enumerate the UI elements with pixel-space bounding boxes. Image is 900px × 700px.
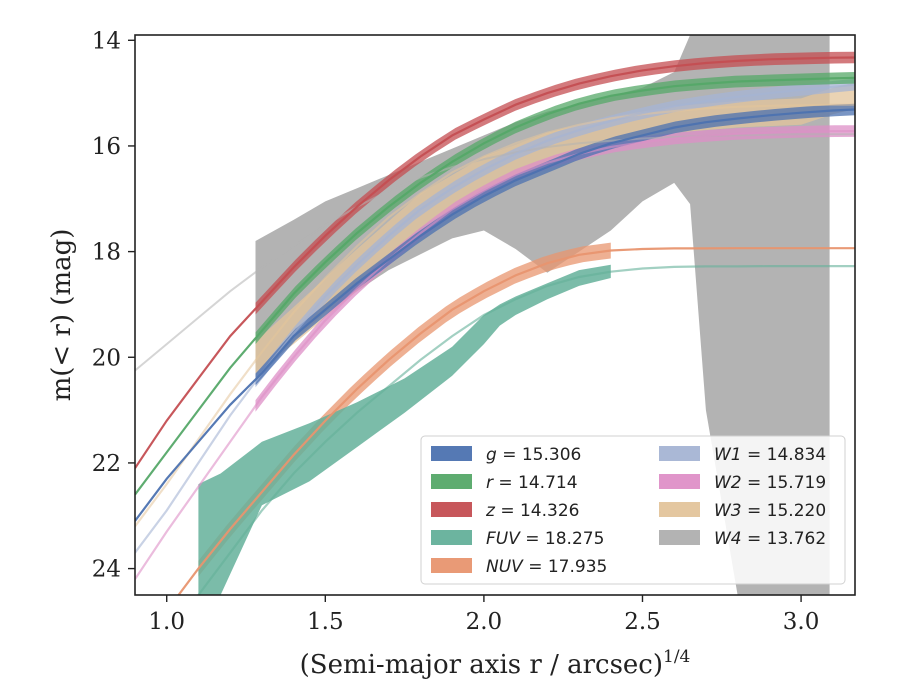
- x-axis-title-text: (Semi-major axis r / arcsec): [300, 650, 663, 680]
- legend-swatch-w4: [659, 530, 700, 545]
- line-w3: [135, 103, 855, 527]
- legend-item-r: r = 14.714: [431, 473, 578, 493]
- legend-item-nuv: NUV = 17.935: [431, 557, 607, 577]
- x-axis-ticks: 1.0 1.5 2.0 2.5 3.0: [148, 595, 819, 635]
- legend-label-w4: W4 = 13.762: [714, 529, 826, 549]
- legend-swatch-r: [431, 474, 472, 489]
- legend-swatch-w1: [659, 446, 700, 461]
- legend-item-fuv: FUV = 18.275: [431, 529, 604, 549]
- legend-swatch-w2: [659, 474, 700, 489]
- legend: g = 15.306 r = 14.714 z = 14.326 FUV = 18.2…: [420, 435, 846, 585]
- line-z: [135, 56, 855, 469]
- y-axis-ticks: 14 16 18 20 22 24: [92, 28, 135, 583]
- legend-item-w4: W4 = 13.762: [659, 529, 826, 549]
- line-r: [135, 76, 855, 496]
- y-tick-label: 24: [92, 557, 121, 583]
- legend-label-w1: W1 = 14.834: [714, 445, 826, 465]
- legend-label-fuv: FUV = 18.275: [486, 529, 604, 549]
- line-w4: [135, 133, 855, 372]
- line-w1: [135, 83, 855, 554]
- legend-swatch-w3: [659, 502, 700, 517]
- x-axis-title: (Semi-major axis r / arcsec)1/4: [300, 647, 691, 680]
- legend-swatch-z: [431, 502, 472, 517]
- legend-label-r: r = 14.714: [486, 473, 578, 493]
- legend-swatch-fuv: [431, 530, 472, 545]
- legend-item-w1: W1 = 14.834: [659, 445, 826, 465]
- legend-swatch-nuv: [431, 558, 472, 573]
- x-tick-label: 3.0: [783, 609, 820, 635]
- profile-lines: [135, 56, 855, 595]
- line-fuv: [197, 265, 855, 595]
- y-tick-label: 20: [92, 345, 121, 371]
- y-axis-title: m(< r) (mag): [47, 229, 77, 402]
- legend-item-z: z = 14.326: [431, 501, 579, 521]
- y-tick-label: 18: [92, 240, 121, 266]
- x-tick-label: 1.5: [307, 609, 344, 635]
- x-tick-label: 2.0: [466, 609, 503, 635]
- legend-label-g: g = 15.306: [486, 445, 581, 465]
- legend-label-w3: W3 = 15.220: [714, 501, 826, 521]
- legend-item-w2: W2 = 15.719: [659, 473, 826, 493]
- legend-label-z: z = 14.326: [485, 501, 579, 521]
- y-tick-label: 22: [92, 451, 121, 477]
- y-tick-label: 14: [92, 28, 121, 54]
- plot-frame: [134, 34, 856, 596]
- line-w2: [135, 130, 855, 580]
- y-tick-label: 16: [92, 134, 121, 160]
- x-axis-title-superscript: 1/4: [663, 647, 690, 667]
- legend-swatch-g: [431, 446, 472, 461]
- x-tick-label: 1.0: [148, 609, 185, 635]
- legend-label-nuv: NUV = 17.935: [486, 557, 607, 577]
- line-g: [135, 108, 855, 522]
- line-nuv: [177, 247, 855, 595]
- legend-item-w3: W3 = 15.220: [659, 501, 826, 521]
- legend-label-w2: W2 = 15.719: [714, 473, 826, 493]
- legend-item-g: g = 15.306: [431, 445, 581, 465]
- legend-frame: [420, 435, 846, 585]
- band-w1: [255, 78, 855, 388]
- x-tick-label: 2.5: [624, 609, 661, 635]
